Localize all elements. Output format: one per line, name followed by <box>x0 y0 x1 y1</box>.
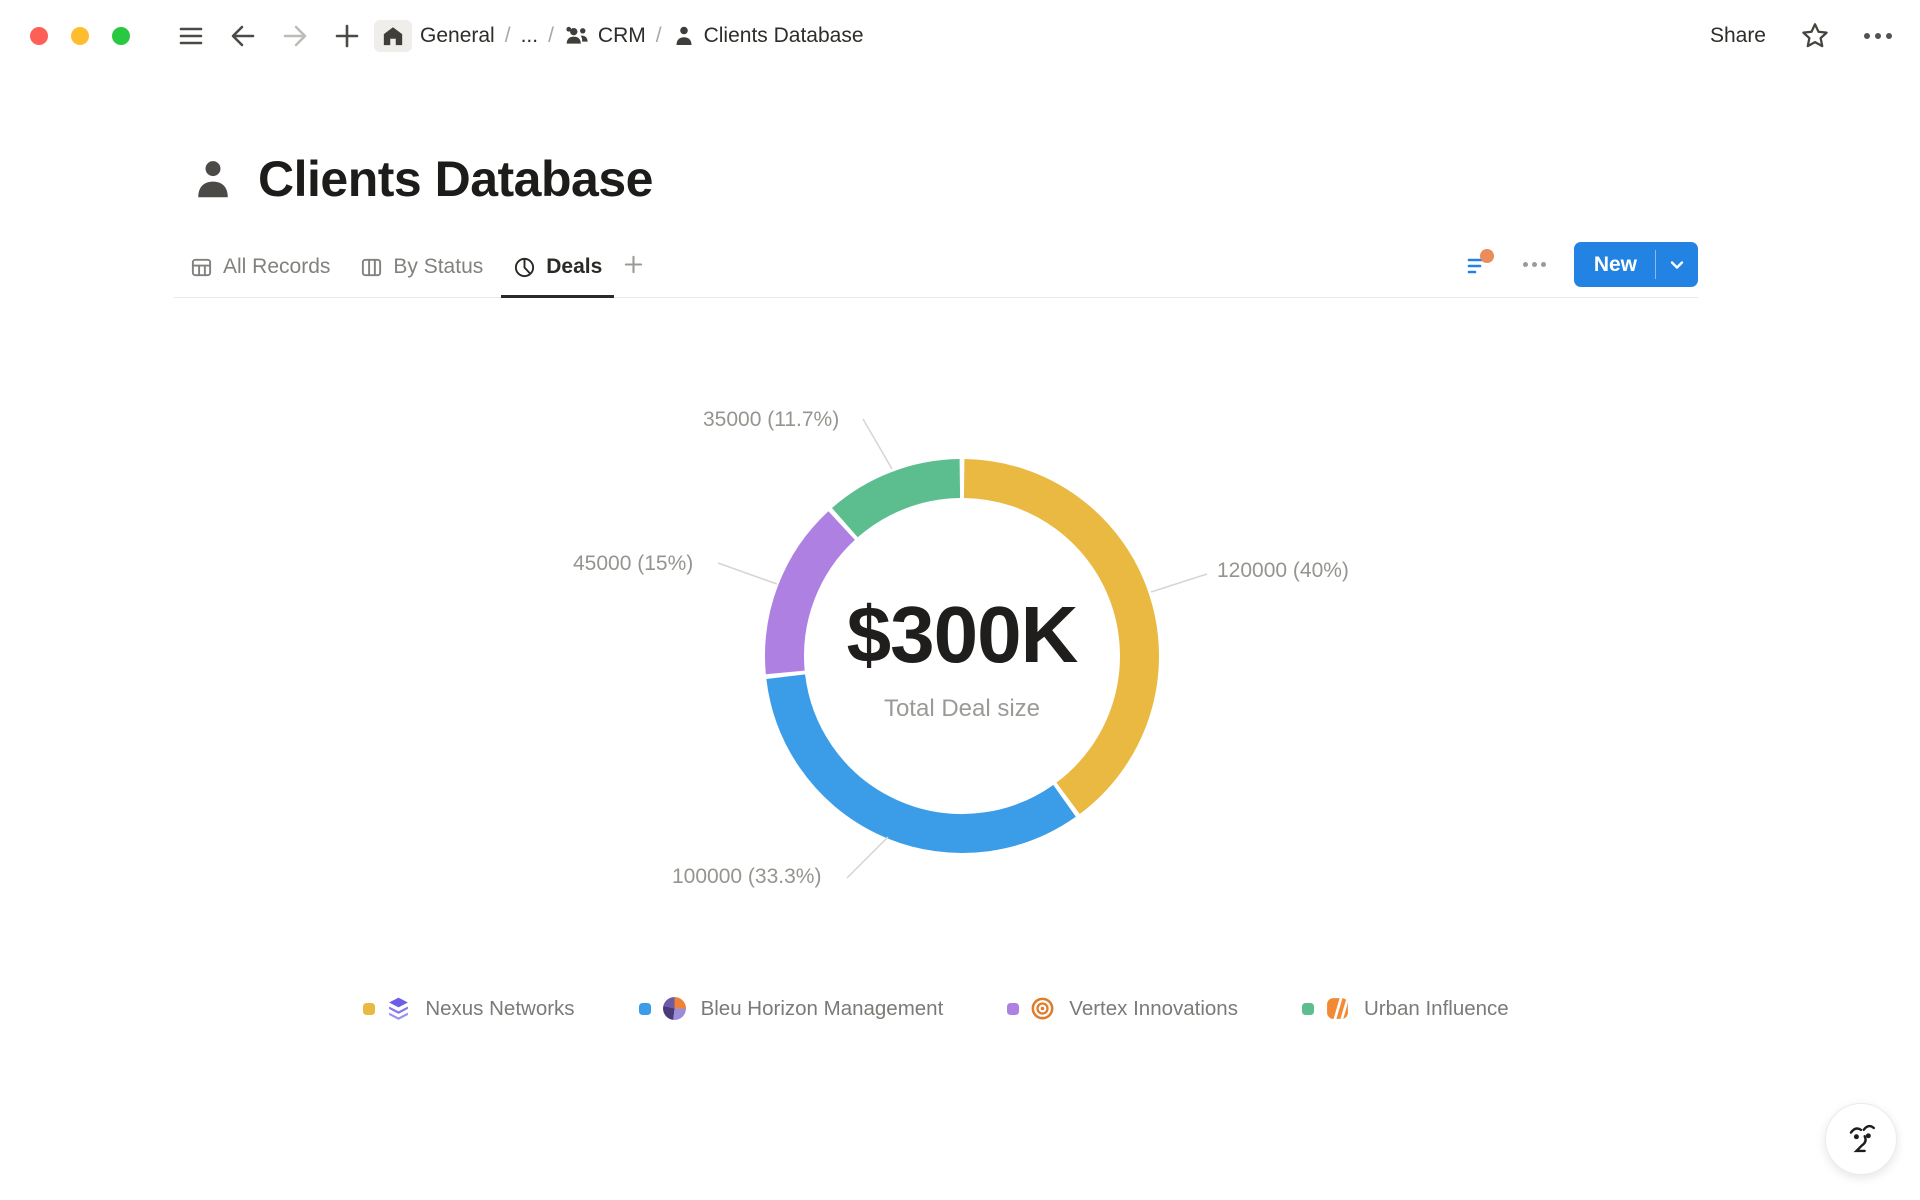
new-record-button-group: New <box>1573 242 1698 287</box>
chart-legend: Nexus Networks Bleu Horizon Management <box>174 996 1698 1021</box>
donut-segment-vertex-innovations[interactable] <box>765 511 856 675</box>
back-button[interactable] <box>224 17 262 55</box>
view-tabs-bar: All Records By Status <box>174 242 1698 298</box>
breadcrumb-item-clients-database[interactable]: Clients Database <box>672 24 864 48</box>
donut-segment-bleu-horizon-management[interactable] <box>766 674 1076 853</box>
legend-item-nexus-networks[interactable]: Nexus Networks <box>363 996 575 1021</box>
breadcrumb-item-general[interactable]: General <box>420 24 495 47</box>
legend-item-urban-influence[interactable]: Urban Influence <box>1301 996 1509 1021</box>
home-button[interactable] <box>374 20 412 52</box>
breadcrumb-item-collapsed[interactable]: ... <box>520 24 539 47</box>
legend-label: Nexus Networks <box>425 996 575 1020</box>
traffic-lights <box>30 27 130 45</box>
notion-ai-button[interactable] <box>1825 1103 1897 1175</box>
vertex-innovations-logo-icon <box>1030 996 1055 1021</box>
table-icon <box>191 258 212 276</box>
donut-center-text: $300K Total Deal size <box>742 436 1182 876</box>
breadcrumb-separator: / <box>548 24 554 47</box>
legend-item-vertex-innovations[interactable]: Vertex Innovations <box>1007 996 1238 1021</box>
favorite-star-icon[interactable] <box>1800 21 1830 51</box>
tab-label: By Status <box>393 255 484 278</box>
view-options-button[interactable] <box>1517 256 1552 273</box>
forward-arrow-icon <box>283 25 307 47</box>
hamburger-icon <box>179 27 203 45</box>
urban-influence-logo-icon <box>1325 996 1350 1021</box>
page-header: Clients Database <box>174 150 1698 208</box>
filter-button[interactable] <box>1461 248 1495 282</box>
back-arrow-icon <box>231 25 255 47</box>
slice-label-urban-influence: 35000 (11.7%) <box>703 408 840 431</box>
legend-item-bleu-horizon-management[interactable]: Bleu Horizon Management <box>638 996 944 1021</box>
new-record-button[interactable]: New <box>1593 252 1637 276</box>
new-button-divider <box>1655 250 1656 279</box>
share-button[interactable]: Share <box>1709 24 1766 47</box>
donut-segment-nexus-networks[interactable] <box>963 459 1159 814</box>
zoom-window-button[interactable] <box>112 27 130 45</box>
forward-button[interactable] <box>276 17 314 55</box>
legend-label: Bleu Horizon Management <box>700 996 944 1020</box>
plus-icon <box>335 24 359 48</box>
pie-chart-icon <box>515 257 535 277</box>
donut-chart-svg <box>765 459 1159 853</box>
breadcrumb-separator: / <box>504 24 511 47</box>
tab-label: Deals <box>546 255 603 278</box>
tab-label: All Records <box>223 255 331 278</box>
board-icon <box>362 258 382 276</box>
sidebar-menu-button[interactable] <box>172 17 210 55</box>
breadcrumb: General / ... / CRM / <box>420 23 864 49</box>
bleu-horizon-logo-icon <box>662 996 687 1021</box>
tab-deals[interactable]: Deals <box>501 255 615 298</box>
ai-face-icon <box>1849 1124 1876 1153</box>
page-title[interactable]: Clients Database <box>258 151 653 207</box>
new-page-button[interactable] <box>328 17 366 55</box>
legend-label: Vertex Innovations <box>1069 996 1238 1020</box>
plus-icon <box>625 255 643 274</box>
window-more-options-button[interactable] <box>1864 33 1892 39</box>
breadcrumb-item-crm[interactable]: CRM <box>564 23 646 49</box>
legend-swatch <box>1007 1002 1020 1015</box>
page-person-icon[interactable] <box>190 156 236 202</box>
page-content: Clients Database All Records <box>174 150 1698 1021</box>
slice-label-nexus-networks: 120000 (40%) <box>1217 559 1349 582</box>
breadcrumb-label: CRM <box>597 24 646 47</box>
legend-swatch <box>363 1002 376 1015</box>
total-deal-caption: Total Deal size <box>883 695 1041 722</box>
tab-all-records[interactable]: All Records <box>178 255 342 298</box>
close-window-button[interactable] <box>30 27 48 45</box>
tab-by-status[interactable]: By Status <box>348 255 495 298</box>
people-icon <box>566 26 588 44</box>
filter-notification-dot <box>1479 248 1494 263</box>
person-icon <box>676 26 692 45</box>
nexus-networks-logo-icon <box>386 996 411 1021</box>
home-icon <box>383 27 403 46</box>
slice-label-bleu-horizon: 100000 (33.3%) <box>672 865 822 888</box>
minimize-window-button[interactable] <box>71 27 89 45</box>
legend-swatch <box>1301 1002 1314 1015</box>
add-view-button[interactable] <box>620 253 651 297</box>
legend-label: Urban Influence <box>1363 996 1509 1020</box>
legend-swatch <box>638 1002 651 1015</box>
deals-donut-chart: $300K Total Deal size 35000 (11.7%) 4500… <box>174 298 1698 962</box>
new-record-dropdown-button[interactable] <box>1656 242 1698 287</box>
total-deal-value: $300K <box>846 590 1079 679</box>
slice-label-vertex-innovations: 45000 (15%) <box>573 552 694 575</box>
chevron-down-icon <box>1670 260 1684 269</box>
breadcrumb-separator: / <box>655 24 662 47</box>
donut-segment-urban-influence[interactable] <box>831 459 961 538</box>
window-titlebar: General / ... / CRM / <box>0 0 1920 72</box>
breadcrumb-label: Clients Database <box>703 24 864 47</box>
